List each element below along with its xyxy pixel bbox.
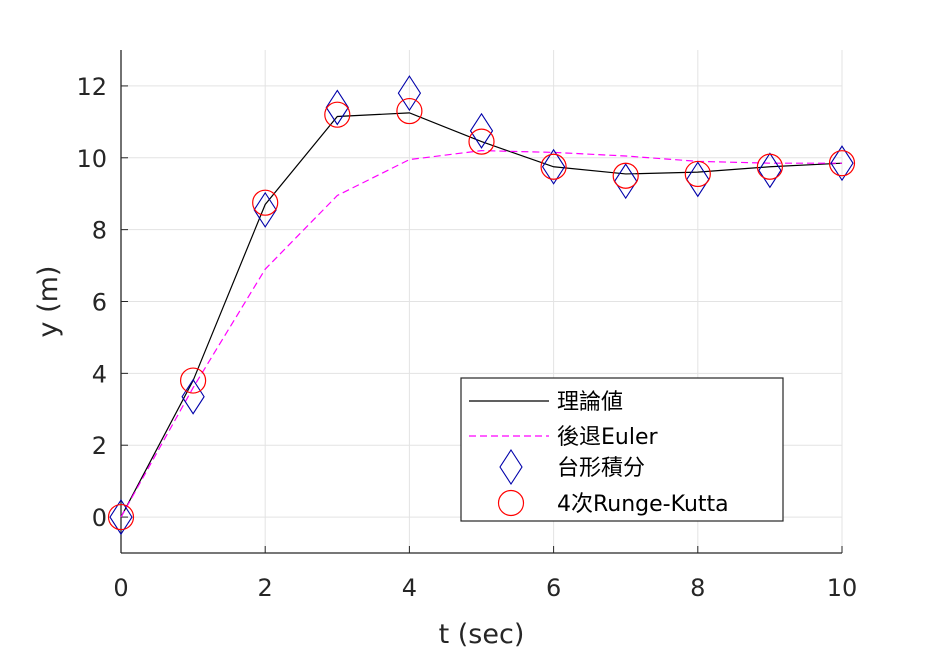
circle-marker [180,367,207,394]
y-tick-label: 4 [92,360,107,388]
circle-marker [540,153,567,180]
x-tick-label: 8 [690,574,705,602]
tick-labels: 0 2 4 6 8 10 0 2 4 6 8 10 12 [76,73,857,602]
circle-marker [324,101,351,128]
y-tick-label: 10 [76,145,107,173]
legend: 理論値 後退Euler 台形積分 4次Runge-Kutta [460,377,784,522]
diamond-marker [758,152,782,189]
legend-label-euler: 後退Euler [557,425,658,450]
circle-marker [612,162,639,189]
x-tick-label: 6 [546,574,561,602]
series-layer [107,75,856,536]
y-tick-label: 12 [76,73,107,101]
circle-marker [252,189,279,216]
y-tick-label: 2 [92,432,107,460]
diamond-marker [109,499,133,536]
circle-marker [468,128,495,155]
diamond-marker [541,148,566,185]
legend-label-trapezoid: 台形積分 [557,456,645,481]
legend-marker-circle [497,489,525,517]
diamond-marker [686,161,710,198]
x-tick-label: 2 [258,574,273,602]
diamond-marker [397,75,422,112]
diamond-marker [253,191,277,228]
x-axis-label: t (sec) [439,619,525,650]
y-tick-label: 8 [92,217,107,245]
circle-marker [684,160,711,188]
grid [120,50,843,553]
axes [120,50,843,554]
diamond-marker [181,378,205,415]
diamond-marker [614,163,638,200]
circle-marker [828,150,856,177]
series-line-0 [120,112,843,518]
y-axis-label: y (m) [33,266,64,338]
legend-marker-diamond [499,448,523,486]
legend-label-rk4: 4次Runge-Kutta [557,492,729,517]
series-line-1 [120,149,842,518]
x-tick-label: 4 [402,574,417,602]
diamond-marker [830,145,854,182]
x-tick-label: 0 [113,574,128,602]
circle-marker [107,503,135,531]
diamond-marker [325,89,349,126]
y-tick-label: 6 [92,289,107,317]
legend-box [460,377,784,522]
x-tick-label: 10 [827,574,858,602]
diamond-marker [469,112,494,149]
circle-marker [756,153,784,180]
circle-marker [396,97,423,125]
y-tick-label: 0 [92,504,107,532]
legend-label-theory: 理論値 [557,390,623,415]
